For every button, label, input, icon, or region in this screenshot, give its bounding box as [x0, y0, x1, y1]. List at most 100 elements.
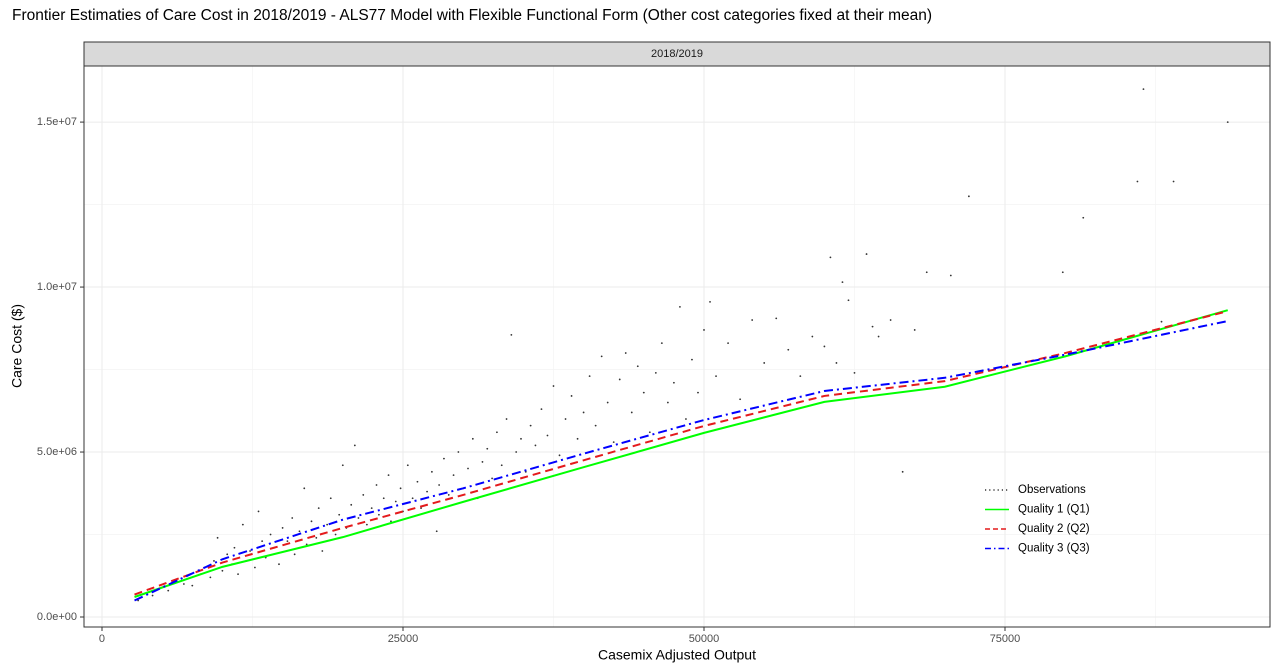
y-tick-label: 1.5e+07 [37, 116, 77, 128]
observation-point [353, 444, 356, 447]
observation-point [254, 566, 256, 569]
observation-point [540, 408, 543, 411]
observation-point [799, 375, 802, 378]
observation-point [357, 517, 360, 519]
observation-point [1082, 216, 1085, 219]
observation-point [594, 424, 597, 427]
facet-strip [83, 41, 1271, 67]
observation-point [703, 329, 705, 331]
frontier-line [134, 310, 1228, 596]
x-tick-label: 0 [99, 633, 105, 645]
observation-point [241, 523, 244, 526]
observation-point [505, 418, 508, 420]
observation-point [387, 474, 390, 477]
observation-point [787, 348, 790, 351]
observation-point [321, 550, 324, 552]
observation-point [278, 563, 280, 566]
observation-point [182, 583, 185, 585]
legend-label: Quality 1 (Q1) [1018, 504, 1090, 516]
observation-point [213, 560, 215, 562]
observation-point [576, 437, 579, 440]
observation-point [679, 305, 681, 308]
observation-point [823, 345, 826, 348]
observation-point [552, 385, 555, 387]
observation-point [341, 464, 344, 467]
observation-point [949, 274, 952, 277]
observation-point [630, 411, 633, 414]
observation-point [237, 573, 239, 576]
observation-point [1142, 88, 1145, 90]
observation-point [315, 536, 318, 539]
observation-point [375, 484, 378, 486]
observation-point [847, 299, 850, 302]
observation-point [534, 444, 537, 447]
y-tick-label: 0.0e+00 [37, 611, 77, 623]
observation-point [491, 477, 493, 480]
observation-point [326, 523, 329, 526]
x-tick-label: 75000 [990, 633, 1021, 645]
facet-label: 2018/2019 [651, 48, 703, 60]
observation-point [486, 447, 489, 450]
observation-point [871, 325, 874, 328]
observation-point [727, 342, 729, 345]
frontier-line [134, 309, 1229, 598]
observation-point [390, 520, 392, 523]
observation-point [382, 497, 385, 500]
observation-point [411, 497, 414, 500]
observation-point [481, 461, 484, 463]
legend-label: Quality 2 (Q2) [1018, 523, 1090, 535]
observation-point [310, 520, 313, 523]
observation-point [257, 510, 260, 513]
observation-point [338, 513, 341, 516]
observation-point [877, 335, 880, 338]
observation-point [399, 487, 402, 490]
observation-point [216, 536, 219, 539]
observation-point [775, 317, 778, 320]
observation-point [913, 329, 916, 331]
observation-point [691, 358, 693, 361]
observation-point [281, 527, 284, 529]
observation-point [500, 464, 503, 467]
observation-point [558, 454, 561, 457]
observation-point [447, 494, 450, 496]
observation-point [426, 490, 428, 493]
observation-point [269, 533, 272, 536]
observation-point [221, 569, 224, 572]
observation-point [406, 464, 409, 467]
observation-point [365, 523, 368, 526]
y-axis-title: Care Cost ($) [9, 304, 25, 388]
observation-point [1226, 121, 1229, 123]
observation-point [438, 484, 441, 486]
observation-point [420, 507, 422, 510]
observation-point [291, 517, 294, 519]
observation-point [370, 507, 373, 510]
frontier-line [134, 320, 1228, 602]
observation-point [672, 381, 675, 384]
observation-point [600, 355, 603, 358]
observation-point [151, 594, 154, 597]
observation-point [739, 398, 742, 401]
observation-point [751, 319, 754, 321]
observation-point [685, 418, 687, 420]
observation-point [606, 401, 609, 404]
observation-point [636, 365, 639, 368]
observation-point [967, 195, 970, 198]
observation-point [925, 271, 928, 274]
observation-point [811, 335, 814, 338]
observation-point [763, 362, 766, 364]
observation-point [394, 500, 397, 503]
observation-point [648, 431, 651, 434]
observation-point [1172, 180, 1175, 183]
observation-point [829, 256, 832, 259]
observation-point [570, 395, 573, 397]
observation-point [457, 451, 460, 453]
observation-point [715, 375, 717, 378]
observation-point [350, 503, 353, 506]
legend-label: Quality 3 (Q3) [1018, 543, 1090, 555]
observation-point [378, 513, 380, 516]
observation-point [167, 589, 170, 592]
observation-point [835, 362, 838, 364]
plot-panel [84, 66, 1270, 627]
observation-point [582, 411, 585, 414]
